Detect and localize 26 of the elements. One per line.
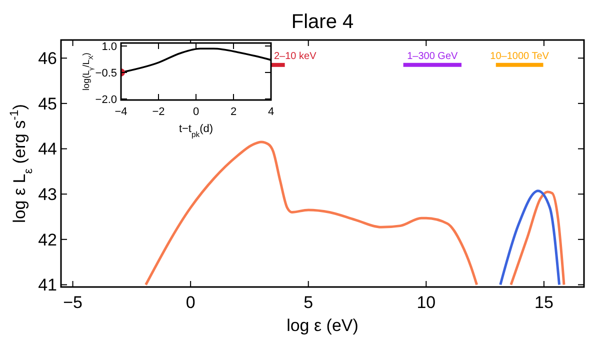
x-tick-label: 15: [534, 293, 554, 312]
y-tick-label: 43: [38, 185, 57, 204]
x-axis-title: log ε (eV): [286, 316, 358, 335]
x-tick-label: −5: [63, 293, 82, 312]
y-tick-label: 41: [38, 276, 57, 295]
series-label: 1–300 GeV: [407, 50, 458, 62]
x-tick-label: 2: [230, 106, 237, 118]
x-tick-label: −2: [152, 106, 165, 118]
y-tick-label: 44: [38, 140, 57, 159]
y-tick-label: 42: [38, 230, 57, 250]
y-tick-label: 46: [38, 49, 57, 68]
line-series: [499, 190, 561, 286]
y-tick-label: −0.5: [95, 67, 117, 80]
chart-title: Flare 4: [291, 11, 354, 33]
series-label: 10–1000 TeV: [490, 50, 550, 62]
y-tick-label: 45: [38, 94, 57, 114]
series-label: 2–10 keV: [274, 50, 317, 62]
x-tick-label: −4: [114, 106, 128, 118]
x-tick-label: 10: [416, 293, 436, 312]
x-tick-label: 4: [268, 106, 274, 118]
x-tick-label: 0: [186, 293, 196, 312]
x-tick-label: 0: [192, 106, 200, 118]
y-tick-label: −2.0: [95, 94, 117, 106]
x-axis-title: t−t$_{pk}$(d): [178, 123, 214, 138]
y-tick-label: 1.0: [102, 40, 117, 53]
x-tick-label: 5: [304, 293, 314, 312]
